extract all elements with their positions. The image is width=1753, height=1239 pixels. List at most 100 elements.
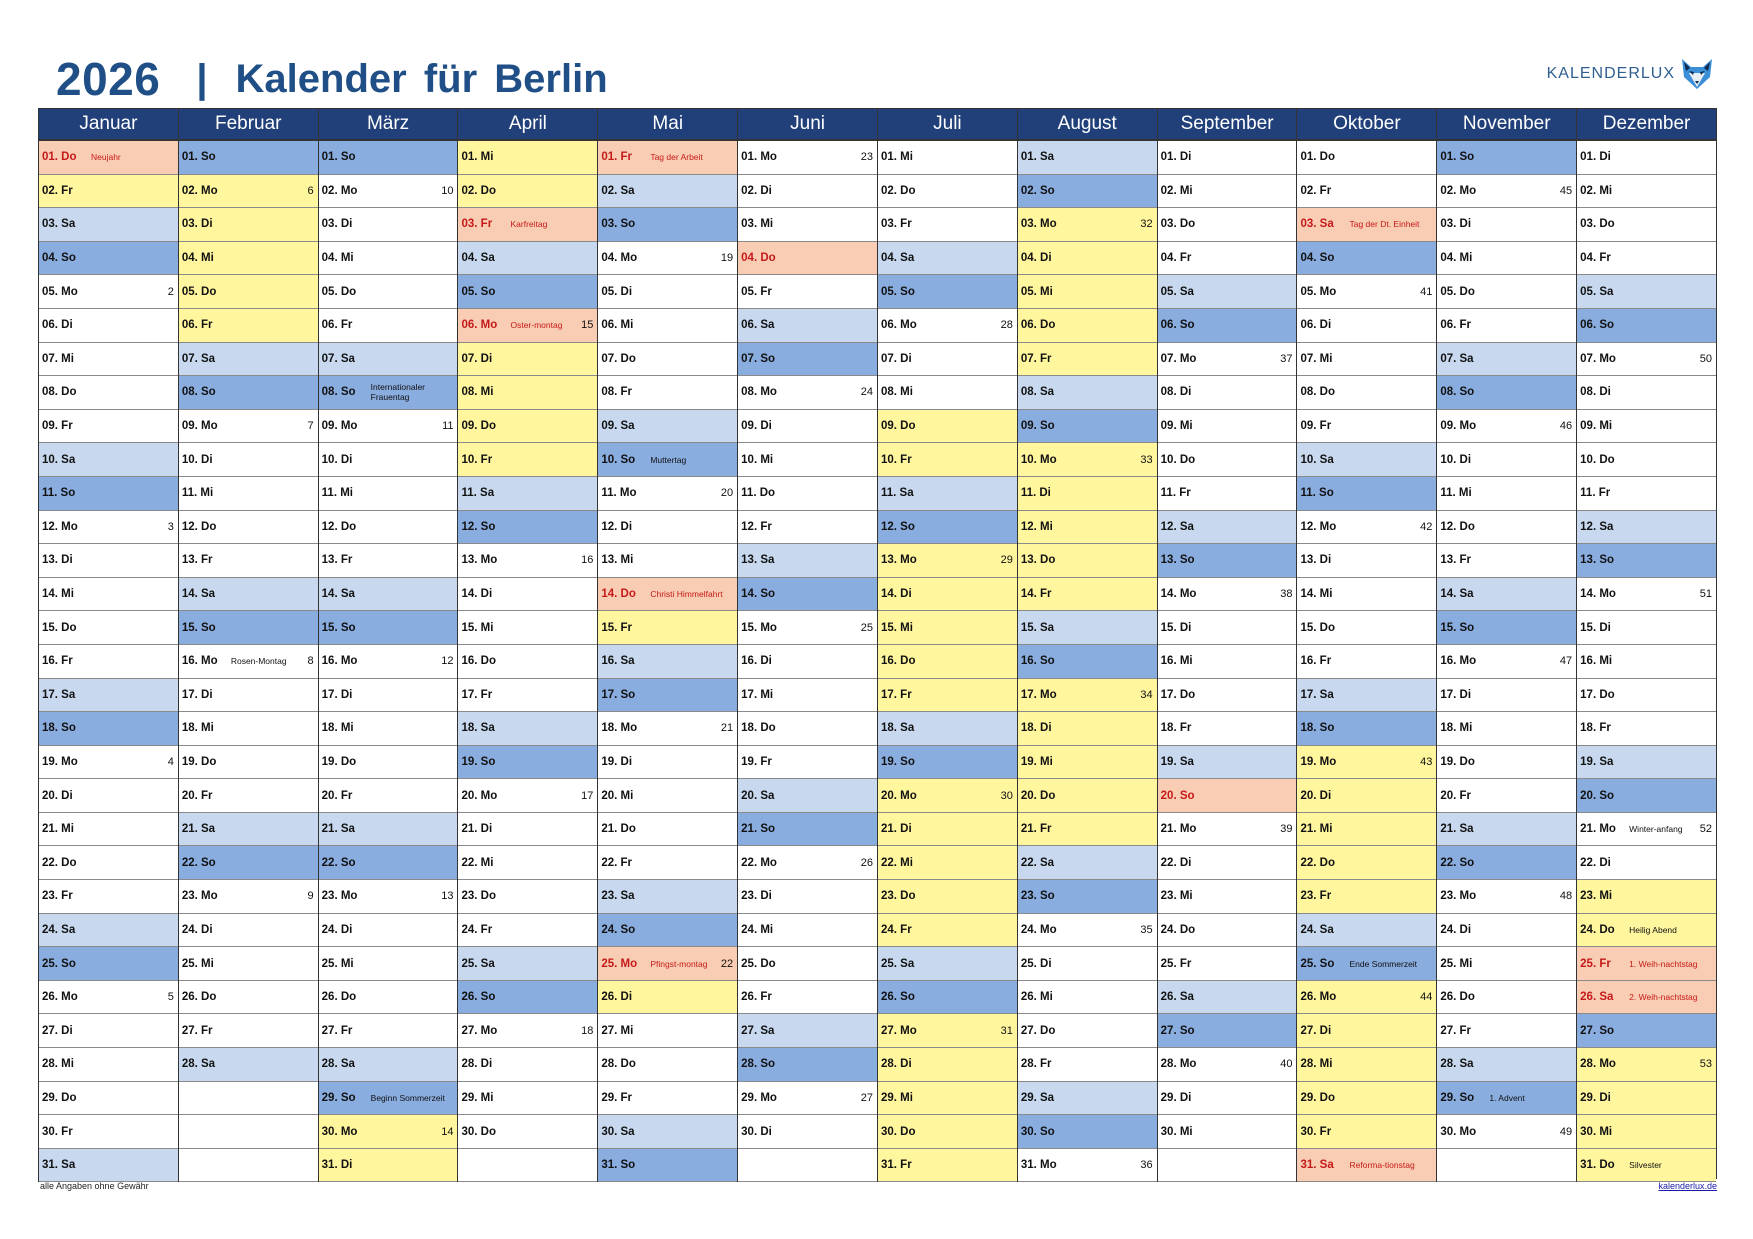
day-label: 18. Fr bbox=[1160, 722, 1192, 735]
day-label: 17. Di bbox=[1440, 688, 1472, 701]
day-cell: 04. Di bbox=[1017, 241, 1157, 276]
day-label: 07. Sa bbox=[321, 352, 355, 365]
day-label: 26. Do bbox=[1440, 991, 1475, 1004]
day-cell: 08. Mi bbox=[458, 376, 598, 410]
day-label: 15. So bbox=[321, 621, 356, 634]
day-cell: 16. Do bbox=[877, 644, 1017, 679]
day-label: 19. Do bbox=[181, 755, 217, 768]
day-cell: 12. Do bbox=[318, 510, 458, 545]
day-cell: 10. Mi bbox=[738, 443, 877, 477]
day-cell: 12. So bbox=[877, 510, 1017, 545]
day-cell: 06. So bbox=[1577, 308, 1716, 343]
day-cell: 21. So bbox=[738, 812, 877, 847]
day-cell: 16. Fr bbox=[1297, 644, 1437, 679]
day-cell: 04. Mi bbox=[178, 241, 318, 276]
day-cell: 06. Mo Oster-montag 15 bbox=[458, 308, 598, 343]
day-cell: 13. Fr bbox=[178, 544, 318, 578]
day-cell: 20. So bbox=[1577, 779, 1716, 813]
day-cell: 19. Di bbox=[598, 745, 738, 780]
day-label: 24. Mi bbox=[741, 923, 774, 936]
day-label: 04. Mi bbox=[1440, 252, 1473, 265]
empty-day-cell bbox=[178, 1081, 318, 1116]
day-label: 11. Sa bbox=[461, 487, 495, 500]
day-cell: 26. So bbox=[458, 980, 598, 1015]
day-cell: 30. Di bbox=[738, 1115, 877, 1149]
day-label: 10. Do bbox=[1580, 453, 1615, 466]
day-label: 30. Mo bbox=[1440, 1125, 1477, 1138]
logo-text: KALENDERLUX bbox=[1546, 65, 1675, 82]
day-cell: 18. Mi bbox=[1437, 712, 1577, 746]
day-label: 21. Mo bbox=[1580, 823, 1616, 836]
day-cell: 10. Di bbox=[178, 443, 318, 477]
day-cell: 17. Sa bbox=[39, 678, 178, 713]
day-label: 10. Sa bbox=[1300, 453, 1334, 466]
day-note: 1. Weih-nachtstag bbox=[1629, 958, 1698, 969]
day-label: 20. Fr bbox=[321, 789, 353, 802]
day-label: 07. So bbox=[741, 352, 776, 365]
week-number: 23 bbox=[860, 151, 873, 164]
day-label: 23. Do bbox=[880, 890, 916, 903]
day-label: 13. Fr bbox=[321, 554, 353, 567]
empty-day-cell bbox=[738, 1148, 877, 1183]
day-cell: 28. Mi bbox=[1297, 1048, 1437, 1082]
day-cell: 30. Sa bbox=[598, 1115, 738, 1149]
day-label: 21. Mo bbox=[1160, 823, 1197, 836]
month-column: Mai 01. Fr Tag der Arbeit 02. Sa 03. So 04. M… bbox=[597, 108, 738, 1183]
day-cell: 04. So bbox=[39, 241, 178, 276]
day-cell: 01. Do Neujahr bbox=[39, 141, 178, 175]
week-number: 10 bbox=[441, 184, 454, 197]
day-label: 16. Sa bbox=[601, 655, 635, 668]
day-cell: 25. Fr bbox=[1157, 947, 1297, 981]
day-cell: 30. Do bbox=[877, 1115, 1017, 1149]
day-cell: 19. Sa bbox=[1157, 745, 1297, 780]
day-label: 12. Sa bbox=[1160, 520, 1194, 533]
day-label: 20. Mi bbox=[601, 789, 634, 802]
day-label: 27. Fr bbox=[1440, 1024, 1472, 1037]
day-label: 08. Do bbox=[42, 386, 77, 399]
day-cell: 07. Mo 50 bbox=[1577, 342, 1716, 377]
day-cell: 15. Mi bbox=[877, 611, 1017, 645]
day-cell: 17. Di bbox=[178, 678, 318, 713]
day-cell: 14. Mi bbox=[1297, 577, 1437, 612]
day-cell: 11. Mi bbox=[318, 476, 458, 511]
week-number: 4 bbox=[167, 755, 174, 768]
month-header: Januar bbox=[39, 108, 178, 141]
day-label: 27. Fr bbox=[321, 1024, 353, 1037]
title-text: Kalender für Berlin bbox=[235, 56, 608, 101]
day-label: 26. Sa bbox=[1160, 991, 1194, 1004]
day-label: 06. Sa bbox=[741, 319, 775, 332]
day-label: 10. Mo bbox=[1020, 453, 1057, 466]
day-label: 28. Sa bbox=[321, 1058, 355, 1071]
day-cell: 06. Do bbox=[1017, 308, 1157, 343]
day-label: 04. Fr bbox=[1160, 252, 1192, 265]
day-cell: 10. Do bbox=[1577, 443, 1716, 477]
day-label: 04. Di bbox=[1020, 252, 1052, 265]
day-cell: 30. Fr bbox=[1297, 1115, 1437, 1149]
day-cell: 18. Do bbox=[738, 712, 877, 746]
day-label: 01. Do bbox=[1300, 151, 1335, 164]
week-number: 8 bbox=[307, 655, 314, 668]
day-label: 30. Do bbox=[461, 1125, 496, 1138]
day-label: 08. Do bbox=[1300, 386, 1335, 399]
day-cell: 18. So bbox=[1297, 712, 1437, 746]
day-label: 16. Mo bbox=[321, 655, 358, 668]
day-label: 14. So bbox=[741, 588, 776, 601]
day-label: 26. Fr bbox=[741, 991, 772, 1004]
day-cell: 17. Di bbox=[1437, 678, 1577, 713]
day-label: 05. Do bbox=[181, 285, 217, 298]
day-cell: 02. Fr bbox=[39, 174, 178, 209]
day-cell: 19. Fr bbox=[738, 745, 877, 780]
day-label: 11. Mo bbox=[601, 487, 637, 500]
website-link[interactable]: kalenderlux.de bbox=[1658, 1181, 1717, 1191]
day-label: 15. Di bbox=[1580, 621, 1611, 634]
day-cell: 01. Do bbox=[1297, 141, 1437, 175]
day-label: 30. Do bbox=[880, 1125, 916, 1138]
day-label: 28. Do bbox=[601, 1058, 636, 1071]
day-cell: 11. Mi bbox=[1437, 476, 1577, 511]
day-cell: 30. Do bbox=[458, 1115, 598, 1149]
day-cell: 25. Do bbox=[738, 947, 877, 981]
day-cell: 09. Do bbox=[458, 409, 598, 444]
week-number: 42 bbox=[1420, 520, 1433, 533]
day-cell: 25. Sa bbox=[458, 947, 598, 981]
day-cell: 06. Mo 28 bbox=[877, 308, 1017, 343]
